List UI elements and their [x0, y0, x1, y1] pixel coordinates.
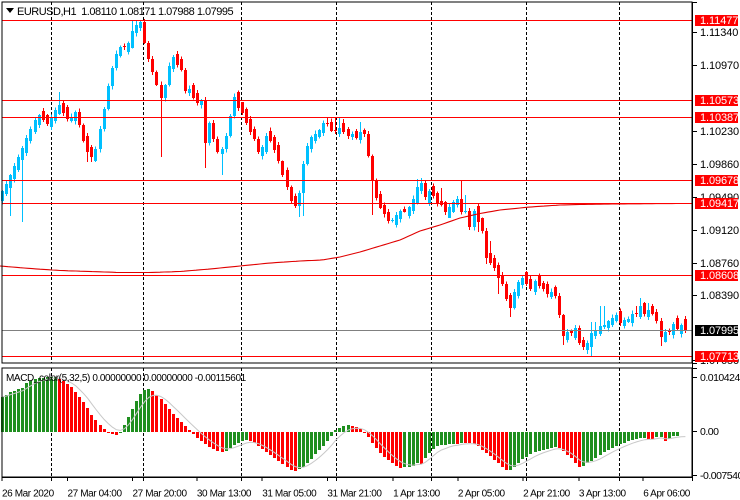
- svg-text:1.07713: 1.07713: [700, 351, 739, 363]
- svg-text:26 Mar 2020: 26 Mar 2020: [2, 489, 55, 500]
- svg-text:MACD_color(5,32,5) 0.00000000: MACD_color(5,32,5) 0.00000000 0.00000000…: [6, 373, 247, 384]
- svg-text:1.09120: 1.09120: [700, 225, 739, 237]
- svg-text:1.10970: 1.10970: [700, 60, 739, 72]
- svg-text:1.09860: 1.09860: [700, 159, 739, 171]
- svg-text:30 Mar 13:00: 30 Mar 13:00: [197, 489, 252, 500]
- svg-text:0.0104242: 0.0104242: [700, 372, 740, 384]
- svg-text:2 Apr 05:00: 2 Apr 05:00: [458, 489, 506, 500]
- svg-text:2 Apr 21:00: 2 Apr 21:00: [523, 489, 571, 500]
- svg-text:3 Apr 13:00: 3 Apr 13:00: [579, 489, 627, 500]
- svg-text:1 Apr 13:00: 1 Apr 13:00: [393, 489, 441, 500]
- svg-text:1.07995: 1.07995: [700, 325, 739, 337]
- svg-text:1.09417: 1.09417: [700, 198, 739, 210]
- svg-text:27 Mar 04:00: 27 Mar 04:00: [68, 489, 123, 500]
- svg-text:1.10573: 1.10573: [700, 95, 739, 107]
- svg-text:-0.0075403: -0.0075403: [700, 470, 740, 482]
- svg-text:0.00: 0.00: [700, 426, 719, 438]
- svg-text:1.10230: 1.10230: [700, 126, 739, 138]
- svg-text:1.11340: 1.11340: [700, 27, 738, 39]
- svg-text:31 Mar 21:00: 31 Mar 21:00: [327, 489, 382, 500]
- svg-text:EURUSD,H1 1.08110 1.08171 1.0: EURUSD,H1 1.08110 1.08171 1.07988 1.0799…: [17, 6, 233, 18]
- svg-text:1.09678: 1.09678: [700, 175, 739, 187]
- svg-text:1.08390: 1.08390: [700, 290, 739, 302]
- svg-text:1.08760: 1.08760: [700, 258, 739, 270]
- svg-text:1.08608: 1.08608: [700, 270, 739, 282]
- svg-text:6 Apr 06:00: 6 Apr 06:00: [643, 489, 691, 500]
- svg-text:1.11477: 1.11477: [700, 15, 738, 27]
- svg-text:27 Mar 20:00: 27 Mar 20:00: [133, 489, 188, 500]
- svg-text:31 Mar 05:00: 31 Mar 05:00: [262, 489, 317, 500]
- svg-text:1.10387: 1.10387: [700, 112, 739, 124]
